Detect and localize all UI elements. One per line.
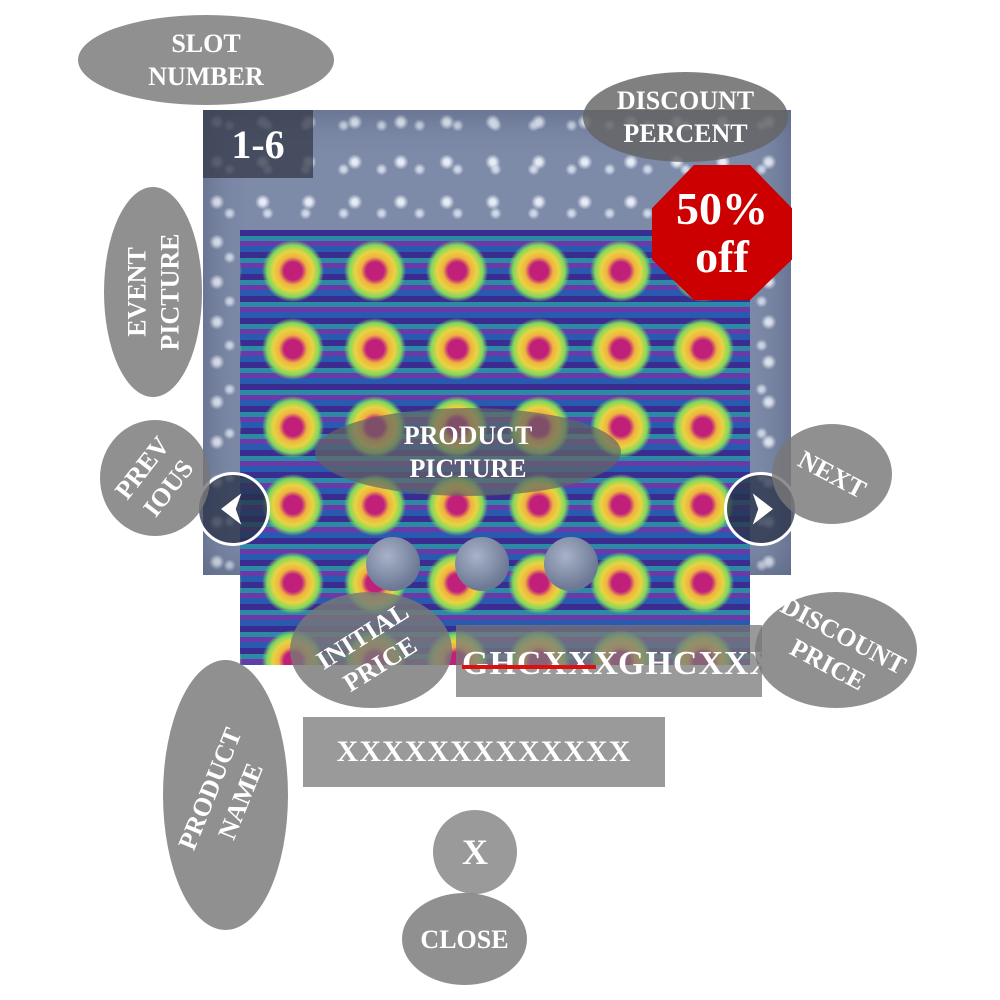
- callout-previous-text: PREV IOUS: [108, 431, 199, 523]
- product-name: XXXXXXXXXXXXX: [303, 717, 665, 787]
- pager-dot-3[interactable]: [544, 537, 598, 591]
- callout-next-text: NEXT: [793, 444, 871, 504]
- discount-badge: 50% off: [652, 165, 792, 300]
- slot-number-text: 1-6: [231, 121, 285, 167]
- callout-discount-percent-text: DISCOUNT PERCENT: [616, 86, 755, 148]
- callout-initial-price: INITIAL PRICE: [290, 592, 452, 708]
- price-box: [456, 625, 762, 697]
- callout-product-picture-text: PRODUCT PICTURE: [403, 421, 533, 483]
- callout-product-name: PRODUCT NAME: [163, 660, 288, 930]
- callout-initial-price-text: INITIAL PRICE: [311, 596, 422, 698]
- callout-previous: PREV IOUS: [100, 420, 210, 536]
- pager-dot-2[interactable]: [455, 537, 509, 591]
- product-name-text: XXXXXXXXXXXXX: [336, 735, 632, 768]
- callout-close-text: CLOSE: [420, 924, 509, 954]
- callout-slot-number-text: SLOT NUMBER: [148, 29, 264, 91]
- discount-price: GHCXXX: [618, 645, 776, 682]
- callout-next: NEXT: [772, 424, 892, 524]
- callout-discount-price: DISCOUNT PRICE: [755, 590, 917, 708]
- pager-dot-1[interactable]: [366, 537, 420, 591]
- discount-suffix: off: [695, 230, 749, 282]
- callout-product-picture: PRODUCT PICTURE: [315, 408, 621, 496]
- callout-discount-price-text: DISCOUNT PRICE: [776, 590, 912, 697]
- initial-price-strikethrough: [462, 665, 596, 669]
- slot-number: 1-6: [203, 110, 313, 178]
- initial-price: GHCXXX: [462, 645, 620, 682]
- close-button[interactable]: X: [433, 810, 517, 894]
- callout-event-picture: EVENT PICTURE: [104, 187, 202, 397]
- callout-event-picture-text: EVENT PICTURE: [122, 233, 185, 351]
- callout-close: CLOSE: [402, 893, 527, 985]
- callout-product-name-text: PRODUCT NAME: [172, 723, 270, 854]
- discount-percent: 50%: [676, 182, 768, 234]
- callout-discount-percent: DISCOUNT PERCENT: [583, 72, 788, 162]
- close-icon: X: [462, 832, 488, 872]
- chevron-left-icon: [221, 493, 242, 525]
- chevron-right-icon: [752, 493, 773, 525]
- callout-slot-number: SLOT NUMBER: [78, 15, 334, 105]
